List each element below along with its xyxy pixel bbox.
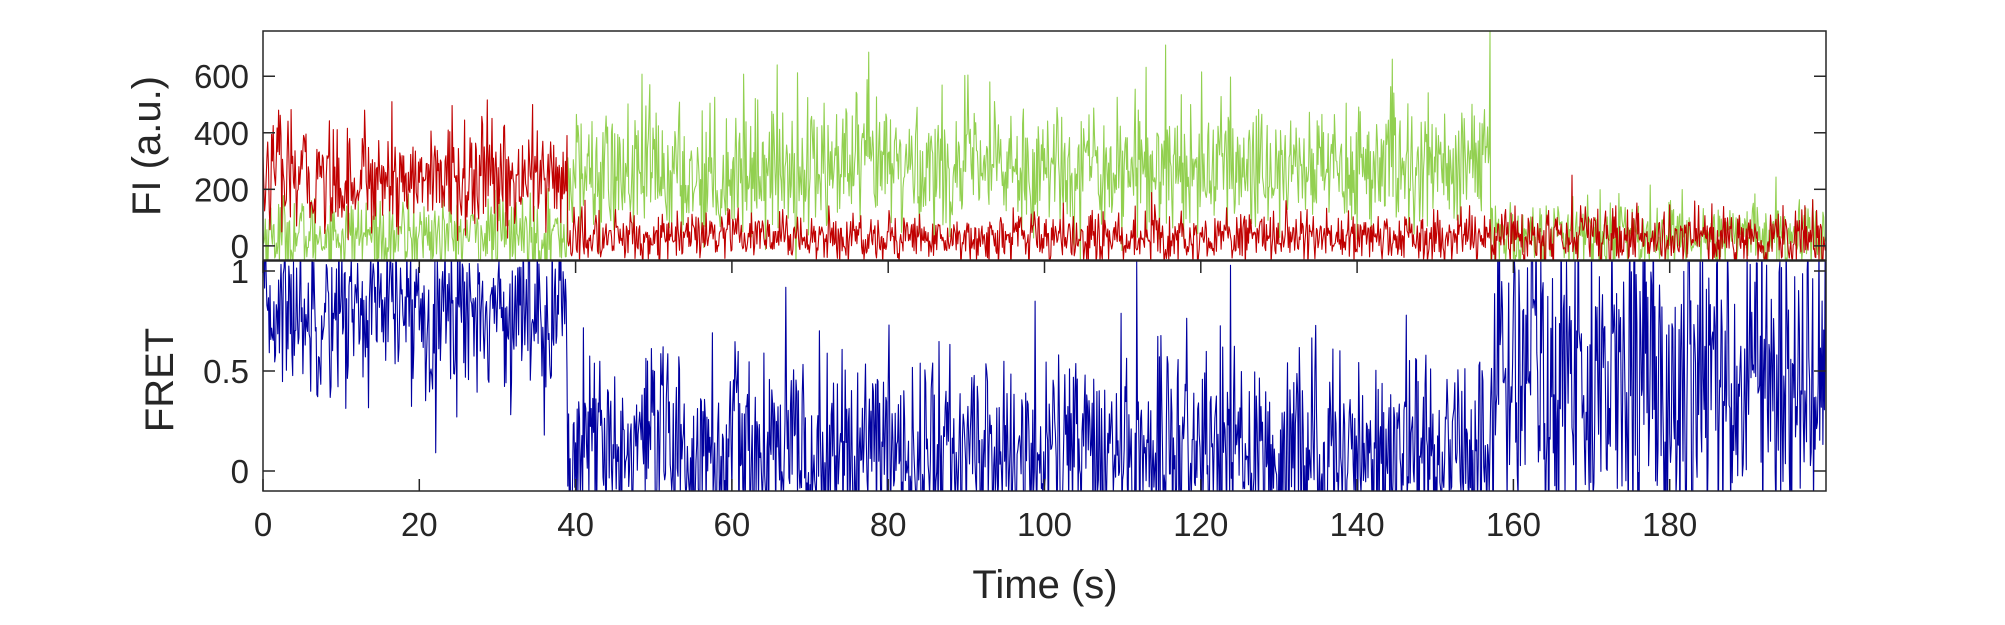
time-x-tick-label: 60: [714, 506, 751, 543]
time-x-tick-label: 0: [254, 506, 272, 543]
fluorescence-series-group: [263, 31, 1826, 260]
time-x-ticks: 0 20 40 60 80 100 120 140 160 180: [254, 261, 1697, 543]
time-x-tick-label: 140: [1330, 506, 1385, 543]
time-x-tick-label: 160: [1486, 506, 1541, 543]
fluorescence-plot-frame: [262, 30, 1827, 261]
fluorescence-y-tick-label: 600: [194, 58, 249, 95]
fluorescence-y-ticks: 0 200 400 600: [194, 58, 1826, 265]
fret-y-tick-label: 0: [231, 453, 249, 490]
fret-y-tick-label: 1: [231, 253, 249, 290]
fret-y-axis-label: FRET: [138, 328, 182, 432]
time-x-tick-label: 80: [870, 506, 907, 543]
time-x-tick-label: 20: [401, 506, 438, 543]
fluorescence-panel: 0 200 400 600 FI (a.u.): [125, 30, 1827, 265]
fluorescence-series-line-0: [263, 31, 1826, 260]
time-x-tick-label: 100: [1017, 506, 1072, 543]
fret-y-ticks: 00.51: [203, 253, 1826, 490]
fluorescence-y-tick-label: 200: [194, 171, 249, 208]
fluorescence-y-axis-label: FI (a.u.): [125, 76, 169, 216]
time-x-axis-label: Time (s): [972, 563, 1117, 607]
fluorescence-y-tick-label: 400: [194, 115, 249, 152]
time-x-tick-label: 120: [1173, 506, 1228, 543]
fret-panel: 00.51 0 20 40 60 80 100 120 140 160 180 FRET Time…: [138, 253, 1827, 607]
fluorescence-y-tick-label: 0: [231, 228, 249, 265]
fluorescence-series-line-1: [263, 99, 1826, 260]
time-x-tick-label: 40: [557, 506, 594, 543]
fret-y-tick-label: 0.5: [203, 353, 249, 390]
time-x-tick-label: 180: [1642, 506, 1697, 543]
